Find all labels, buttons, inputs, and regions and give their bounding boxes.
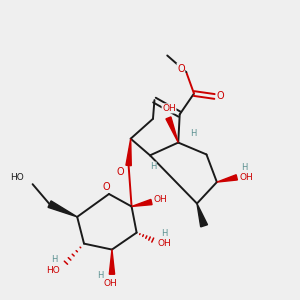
Text: OH: OH bbox=[162, 104, 176, 113]
Text: H: H bbox=[150, 162, 156, 171]
Text: O: O bbox=[177, 64, 185, 74]
Text: OH: OH bbox=[158, 239, 172, 248]
Text: O: O bbox=[116, 167, 124, 177]
Text: OH: OH bbox=[103, 279, 117, 288]
Polygon shape bbox=[197, 203, 208, 227]
Polygon shape bbox=[109, 250, 115, 274]
Text: O: O bbox=[216, 91, 224, 100]
Polygon shape bbox=[132, 200, 152, 206]
Polygon shape bbox=[126, 139, 131, 166]
Polygon shape bbox=[217, 175, 237, 182]
Text: H: H bbox=[161, 229, 167, 238]
Text: OH: OH bbox=[239, 173, 253, 182]
Text: H: H bbox=[190, 129, 196, 138]
Text: H: H bbox=[241, 163, 247, 172]
Text: OH: OH bbox=[154, 194, 167, 203]
Polygon shape bbox=[48, 201, 77, 217]
Text: H: H bbox=[98, 271, 104, 280]
Text: HO: HO bbox=[10, 173, 24, 182]
Text: H: H bbox=[51, 255, 57, 264]
Polygon shape bbox=[166, 117, 178, 142]
Text: O: O bbox=[103, 182, 110, 192]
Text: HO: HO bbox=[46, 266, 60, 274]
